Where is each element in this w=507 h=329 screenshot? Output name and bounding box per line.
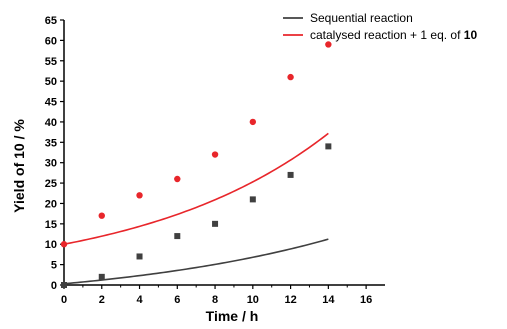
series-0-point [98, 273, 105, 280]
series-0-point [136, 253, 143, 260]
series-1-point [60, 241, 68, 248]
y-tick-label: 50 [45, 76, 57, 88]
y-tick-label: 60 [45, 35, 57, 47]
series-1-point [287, 73, 294, 81]
y-tick-label: 65 [45, 15, 57, 27]
x-tick-label: 8 [212, 294, 218, 306]
series-0-point [325, 143, 332, 150]
axes [63, 20, 385, 286]
series-0-point [249, 196, 256, 203]
x-tick-label: 2 [99, 294, 105, 306]
x-tick-label: 16 [360, 294, 372, 306]
series-1-point [249, 118, 257, 126]
series-0-point [287, 171, 294, 178]
y-tick-label: 55 [45, 56, 57, 68]
y-tick-label: 15 [45, 219, 57, 231]
x-tick-label: 6 [174, 294, 180, 306]
x-tick-label: 4 [136, 294, 143, 306]
series-1-point [174, 175, 181, 183]
legend-label-0: Sequential reaction [310, 11, 413, 25]
y-tick-label: 35 [45, 137, 57, 149]
series-0-point [212, 220, 219, 227]
y-axis-ticks: 0 5 10 15 20 25 30 35 40 45 50 55 60 65 [45, 15, 64, 292]
y-tick-label: 20 [45, 198, 57, 210]
series-1-point [98, 212, 105, 219]
legend-label-1: catalysed reaction + 1 eq. of 10 [310, 28, 477, 42]
series-1-point [325, 41, 332, 48]
plot-area [60, 41, 332, 288]
series-1-fit-line [63, 132, 329, 246]
y-tick-label: 40 [45, 117, 57, 129]
series-1-point [211, 151, 219, 158]
x-tick-label: 12 [284, 294, 296, 306]
x-tick-label: 10 [247, 294, 259, 306]
x-tick-label: 0 [61, 294, 67, 306]
y-tick-label: 10 [45, 239, 57, 251]
y-tick-label: 5 [51, 260, 57, 272]
x-axis-ticks: 0 2 4 6 8 10 12 14 16 [61, 285, 372, 306]
y-tick-label: 45 [45, 97, 57, 109]
series-1-point [136, 192, 143, 199]
y-tick-label: 0 [51, 280, 57, 292]
series-0-point [61, 282, 67, 288]
y-tick-label: 30 [45, 158, 57, 170]
series-0-fit-line [63, 238, 329, 285]
y-axis-title: Yield of 10 / % [11, 119, 27, 213]
legend: Sequential reaction catalysed reaction + … [283, 11, 477, 42]
y-tick-label: 25 [45, 178, 57, 190]
x-tick-label: 14 [322, 294, 335, 306]
series-0-point [174, 233, 181, 240]
x-axis-title: Time / h [206, 308, 259, 324]
